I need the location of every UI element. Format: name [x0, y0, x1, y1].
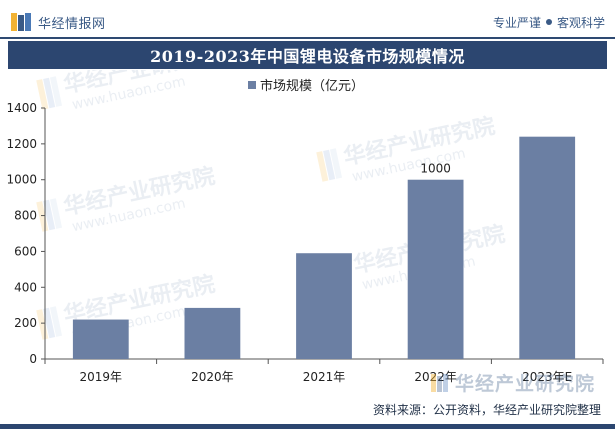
x-tick-label: 2023年E — [522, 370, 572, 384]
y-tick-label: 400 — [14, 280, 37, 294]
y-tick-label: 1400 — [6, 101, 37, 115]
bar — [184, 307, 241, 359]
tagline: 专业严谨 客观科学 — [493, 11, 605, 33]
watermark-logo-bar — [329, 148, 343, 179]
tagline-left: 专业严谨 — [492, 15, 541, 30]
watermark-logo-icon — [430, 373, 448, 392]
tagline-right: 客观科学 — [556, 15, 605, 30]
corner-watermark-text: 华经产业研究院 — [454, 373, 595, 395]
y-tick-label: 1200 — [6, 137, 37, 151]
watermark-logo-bar — [43, 199, 56, 231]
y-tick-label: 0 — [29, 352, 37, 366]
data-label: 1000 — [420, 162, 451, 176]
watermark-logo-bar — [323, 149, 336, 181]
watermark-logo-bar — [49, 306, 63, 337]
x-tick-label: 2021年 — [303, 370, 346, 384]
bar — [407, 179, 464, 359]
bar-chart: 华经产业研究院 www.huaon.com 华经产业研究院 www.huaon.com… — [0, 70, 615, 395]
corner-watermark: 华经产业研究院 — [430, 369, 595, 396]
bar — [519, 136, 576, 359]
header-divider — [0, 37, 615, 39]
y-tick-label: 200 — [14, 316, 37, 330]
watermark-logo-bar — [49, 76, 63, 107]
footer-bar — [0, 424, 615, 429]
watermark-logo-bar — [43, 307, 56, 339]
source-note: 资料来源：公开资料，华经产业研究院整理 — [372, 403, 601, 417]
brand-name: 华经情报网 — [38, 16, 106, 32]
bullet-dot-icon — [545, 19, 552, 25]
bar — [296, 253, 352, 359]
y-tick-label: 600 — [14, 244, 37, 258]
chart-title: 2019-2023年中国锂电设备市场规模情况 — [150, 47, 465, 66]
y-tick-label: 800 — [14, 209, 37, 223]
watermark-logo-bar — [49, 198, 63, 229]
y-tick-label: 1000 — [6, 173, 37, 187]
x-tick-label: 2019年 — [80, 370, 123, 384]
legend-swatch — [248, 81, 256, 89]
legend-label: 市场规模（亿元） — [260, 78, 364, 94]
brand: 华经情报网 — [10, 9, 106, 35]
x-tick-label: 2020年 — [191, 370, 234, 384]
watermark-logo-bar — [43, 77, 56, 109]
watermark-logo-bar — [316, 151, 329, 182]
title-bar: 2019-2023年中国锂电设备市场规模情况 — [8, 41, 607, 69]
watermark-logo-bar — [36, 79, 49, 110]
x-tick-label: 2022年 — [414, 370, 457, 384]
huajing-logo-icon — [11, 13, 31, 31]
bar — [72, 319, 129, 359]
